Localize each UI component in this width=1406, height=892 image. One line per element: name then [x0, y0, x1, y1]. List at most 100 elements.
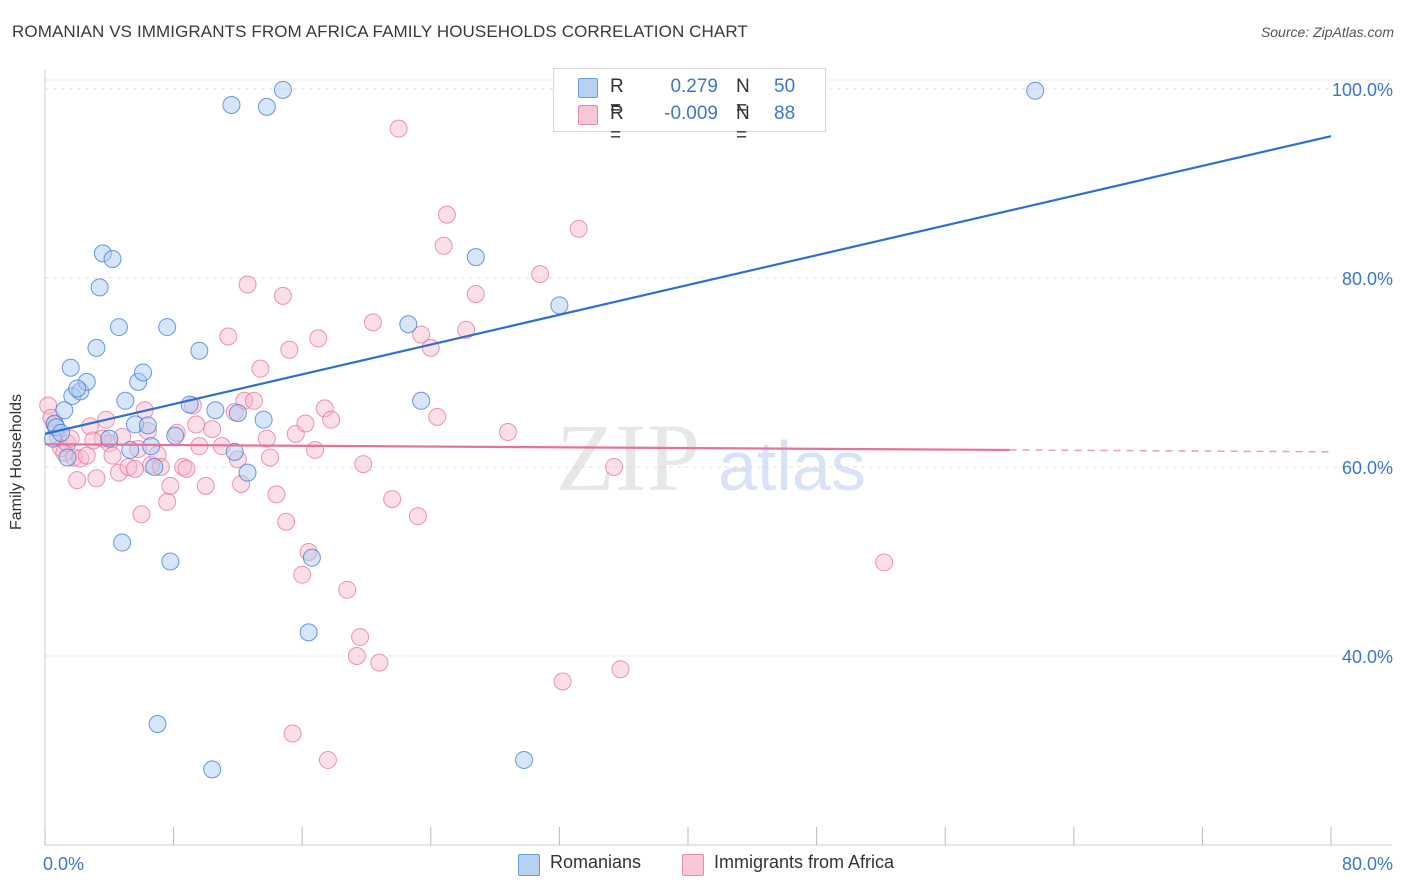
point-africa: [103, 446, 122, 465]
point-africa: [457, 320, 476, 339]
point-africa: [315, 399, 334, 418]
point-romanian: [190, 341, 209, 360]
trend-line-africa-extension: [1009, 449, 1332, 453]
point-africa: [531, 265, 550, 284]
watermark: ZIP atlas: [556, 404, 866, 511]
point-africa: [196, 476, 215, 495]
point-africa: [126, 459, 145, 478]
point-africa: [177, 459, 196, 478]
point-romanian: [55, 401, 74, 420]
point-romanian: [515, 750, 534, 769]
point-africa: [318, 750, 337, 769]
point-africa: [68, 471, 87, 490]
point-africa: [161, 476, 180, 495]
point-africa: [84, 431, 103, 450]
watermark-zip: ZIP: [556, 404, 700, 511]
legend-r-value: -0.009: [664, 103, 718, 124]
point-romanian: [109, 318, 128, 337]
point-africa: [306, 440, 325, 459]
trend-lines: [44, 135, 1332, 453]
point-romanian: [68, 379, 87, 398]
point-romanian: [166, 426, 185, 445]
point-romanian: [222, 95, 241, 114]
point-romanian: [225, 442, 244, 461]
point-africa: [434, 236, 453, 255]
point-romanian: [206, 401, 225, 420]
y-axis-label: Family Households: [8, 393, 25, 531]
point-africa: [261, 448, 280, 467]
point-romanian: [254, 410, 273, 429]
point-africa: [283, 724, 302, 743]
point-romanian: [299, 623, 318, 642]
stats-legend: R = 0.279 N = 50 R = -0.009 N = 88: [553, 68, 826, 146]
legend-n-value: 88: [774, 103, 796, 124]
point-romanian: [148, 715, 167, 734]
point-africa: [611, 660, 630, 679]
point-africa: [421, 338, 440, 357]
point-romanian: [412, 391, 431, 410]
point-romanian: [103, 250, 122, 269]
point-africa: [174, 457, 193, 476]
point-romanian: [52, 423, 71, 442]
point-africa: [363, 313, 382, 332]
point-africa: [370, 653, 389, 672]
trend-line-romanians: [44, 135, 1332, 435]
source-label: Source: ZipAtlas.com: [1260, 24, 1394, 40]
point-romanian: [203, 760, 222, 779]
point-romanian: [142, 437, 161, 456]
point-africa: [347, 646, 366, 665]
point-africa: [158, 492, 177, 511]
point-romanian: [90, 278, 109, 297]
point-romanian: [58, 448, 77, 467]
point-africa: [219, 327, 238, 346]
point-africa: [87, 469, 106, 488]
point-africa: [293, 565, 312, 584]
x-tick-label: 0.0%: [43, 854, 84, 874]
point-africa: [569, 219, 588, 238]
point-africa: [280, 340, 299, 359]
point-africa: [383, 490, 402, 509]
point-africa: [187, 415, 206, 434]
point-romanian: [1026, 81, 1045, 100]
legend-r-label: R =: [610, 103, 624, 146]
point-romanian: [466, 248, 485, 267]
point-romanian: [550, 296, 569, 315]
point-romanian: [238, 463, 257, 482]
point-romanian: [138, 416, 157, 435]
y-tick-label: 40.0%: [1342, 647, 1393, 667]
bottom-legend-label-africa: Immigrants from Africa: [714, 852, 895, 872]
legend-swatch-romanians: [578, 78, 598, 98]
legend-r-label: R =: [610, 76, 624, 119]
point-africa: [389, 119, 408, 138]
legend-n-label: N =: [736, 76, 750, 119]
point-romanian: [273, 80, 292, 99]
point-africa: [605, 457, 624, 476]
tick-labels: 40.0% 60.0% 80.0% 100.0% 0.0% 80.0%: [43, 80, 1393, 874]
point-africa: [296, 414, 315, 433]
point-africa: [498, 422, 517, 441]
point-africa: [238, 275, 257, 294]
point-africa: [132, 505, 151, 524]
point-romanian: [161, 552, 180, 571]
gridlines: [45, 79, 1392, 657]
point-africa: [875, 553, 894, 572]
point-romanian: [100, 429, 119, 448]
point-romanian: [113, 533, 132, 552]
point-romanian: [399, 315, 418, 334]
point-romanian: [87, 338, 106, 357]
point-africa: [428, 407, 447, 426]
point-romanian: [257, 97, 276, 116]
point-romanian: [145, 457, 164, 476]
legend-n-value: 50: [774, 76, 796, 97]
point-africa: [408, 507, 427, 526]
point-africa: [77, 446, 96, 465]
point-africa: [277, 512, 296, 531]
trend-line-africa: [44, 443, 1010, 452]
bottom-legend-swatch-romanians: [518, 854, 540, 876]
bottom-legend-swatch-africa: [682, 854, 704, 876]
point-africa: [354, 455, 373, 474]
point-africa: [244, 391, 263, 410]
point-romanian: [302, 548, 321, 567]
point-romanian: [61, 358, 80, 377]
